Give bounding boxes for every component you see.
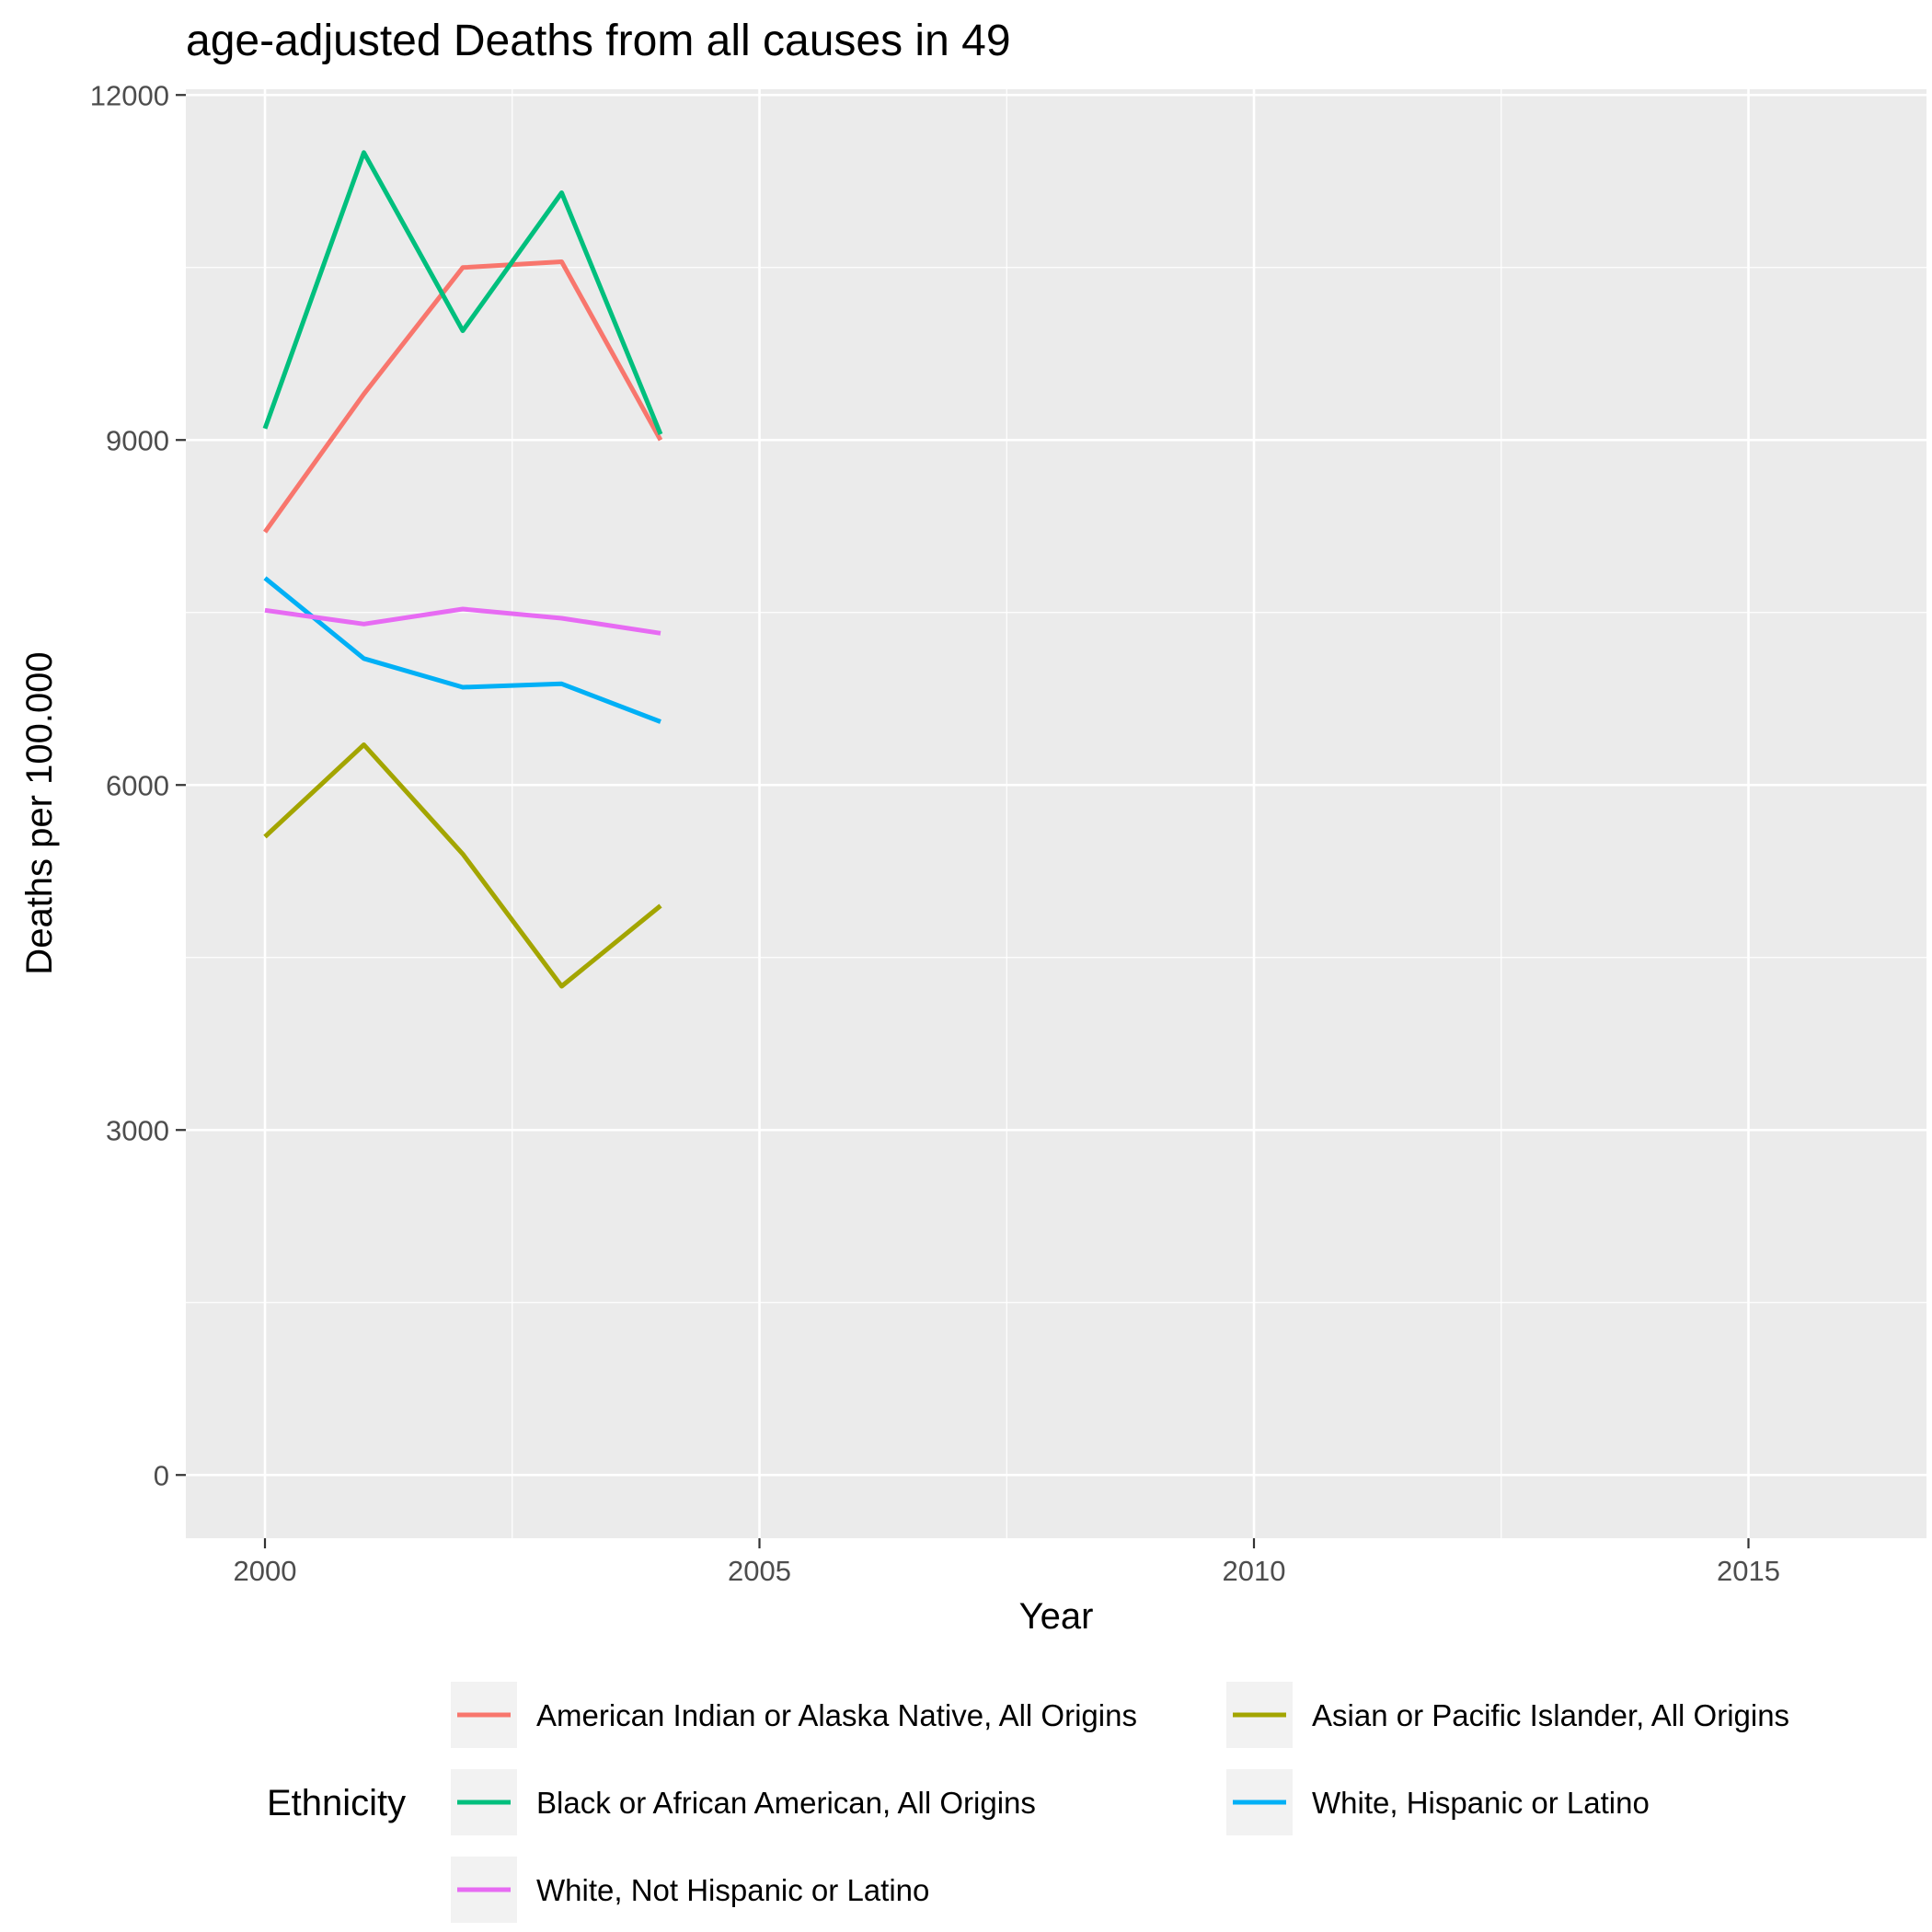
y-axis: 0 3000 6000 9000 12000 — [90, 79, 186, 1491]
legend-label: White, Not Hispanic or Latino — [536, 1873, 929, 1907]
y-tick-label: 9000 — [106, 424, 169, 456]
x-tick-label: 2010 — [1223, 1555, 1286, 1587]
legend-item: White, Not Hispanic or Latino — [451, 1857, 929, 1923]
series-line-4 — [263, 576, 661, 724]
x-axis-title: Year — [1019, 1596, 1094, 1637]
legend-title: Ethnicity — [267, 1783, 406, 1823]
major-gridlines — [186, 89, 1926, 1538]
legend-label: White, Hispanic or Latino — [1312, 1786, 1650, 1820]
series-lines — [262, 150, 663, 989]
legend-label: American Indian or Alaska Native, All Or… — [536, 1698, 1137, 1732]
legend-item: Black or African American, All Origins — [451, 1769, 1036, 1835]
series-line-2 — [263, 742, 662, 989]
x-tick-label: 2005 — [728, 1555, 791, 1587]
minor-gridlines — [186, 89, 1926, 1538]
legend-item: American Indian or Alaska Native, All Or… — [451, 1682, 1137, 1748]
series-line-1 — [262, 259, 663, 534]
x-axis: 2000 2005 2010 2015 — [234, 1538, 1780, 1587]
legend-item: White, Hispanic or Latino — [1226, 1769, 1650, 1835]
legend-label: Black or African American, All Origins — [536, 1786, 1036, 1820]
y-tick-label: 6000 — [106, 769, 169, 801]
x-tick-label: 2015 — [1717, 1555, 1780, 1587]
series-line-3 — [262, 150, 663, 435]
legend: American Indian or Alaska Native, All Or… — [451, 1682, 1789, 1923]
y-tick-label: 0 — [154, 1459, 169, 1491]
legend-label: Asian or Pacific Islander, All Origins — [1312, 1698, 1789, 1732]
legend-item: Asian or Pacific Islander, All Origins — [1226, 1682, 1789, 1748]
chart-title: age-adjusted Deaths from all causes in 4… — [186, 17, 1011, 65]
y-axis-title: Deaths per 100.000 — [19, 651, 60, 974]
series-line-5 — [264, 606, 661, 636]
plot-panel — [186, 89, 1926, 1538]
y-tick-label: 3000 — [106, 1114, 169, 1146]
x-tick-label: 2000 — [234, 1555, 297, 1587]
y-tick-label: 12000 — [90, 79, 169, 111]
